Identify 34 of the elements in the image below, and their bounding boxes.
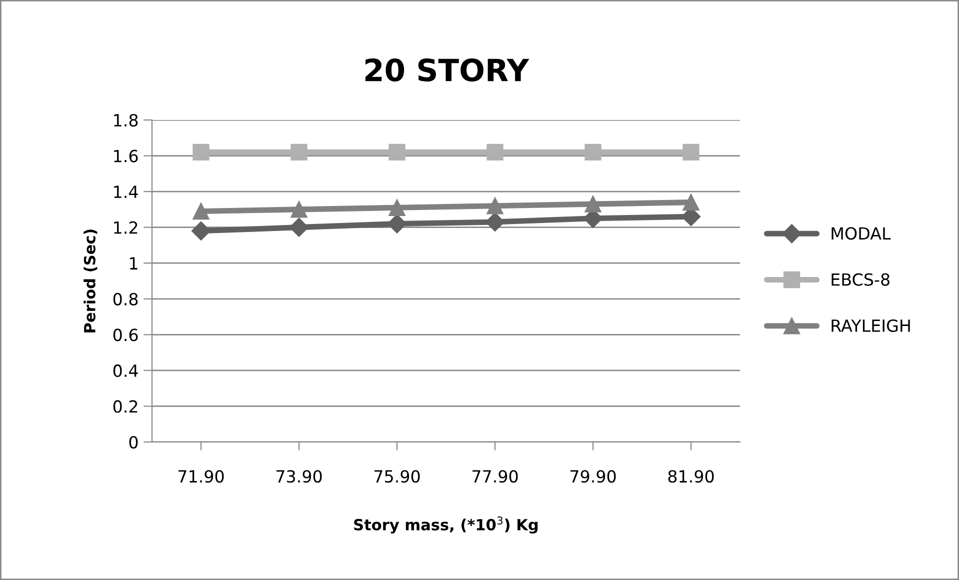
- point: [584, 144, 602, 161]
- point: [192, 144, 210, 161]
- y-tick-label: 0.2: [113, 400, 138, 413]
- point: [388, 144, 406, 161]
- legend-label: EBCS-8: [832, 273, 890, 286]
- y-tick-label: 1.2: [114, 221, 138, 234]
- point: [290, 201, 308, 218]
- y-tick-label: 1.4: [114, 186, 138, 198]
- x-axis-title: Story mass, (*10$^{3}$) Kg: [354, 516, 538, 534]
- y-tick-label: 0.4: [113, 364, 138, 378]
- point: [290, 144, 308, 161]
- legend-label: MODAL: [832, 227, 891, 240]
- point: [682, 144, 700, 161]
- x-tick-label: 77.90: [472, 470, 518, 483]
- y-tick-label: 0.8: [113, 292, 138, 306]
- y-tick-label: 1.6: [114, 150, 138, 162]
- point: [486, 198, 504, 214]
- legend-label: RAYLEIGH: [832, 319, 910, 332]
- x-tick-label: 81.90: [668, 470, 714, 483]
- point: [388, 199, 406, 216]
- x-tick-label: 75.90: [374, 470, 420, 483]
- x-tick-label: 73.90: [276, 470, 322, 483]
- y-tick-label: 0.6: [113, 328, 138, 342]
- point: [486, 144, 504, 161]
- y-tick-label: 0: [129, 436, 138, 449]
- x-tick-label: 79.90: [570, 470, 616, 483]
- point: [584, 196, 602, 212]
- point: [192, 202, 210, 220]
- y-tick-label: 1: [130, 257, 138, 270]
- chart-title: 20 STORY: [365, 58, 530, 82]
- y-axis-title: Period (Sec): [84, 230, 98, 332]
- x-tick-label: 71.90: [178, 470, 224, 483]
- point: [682, 194, 700, 211]
- y-tick-label: 1.8: [114, 114, 138, 127]
